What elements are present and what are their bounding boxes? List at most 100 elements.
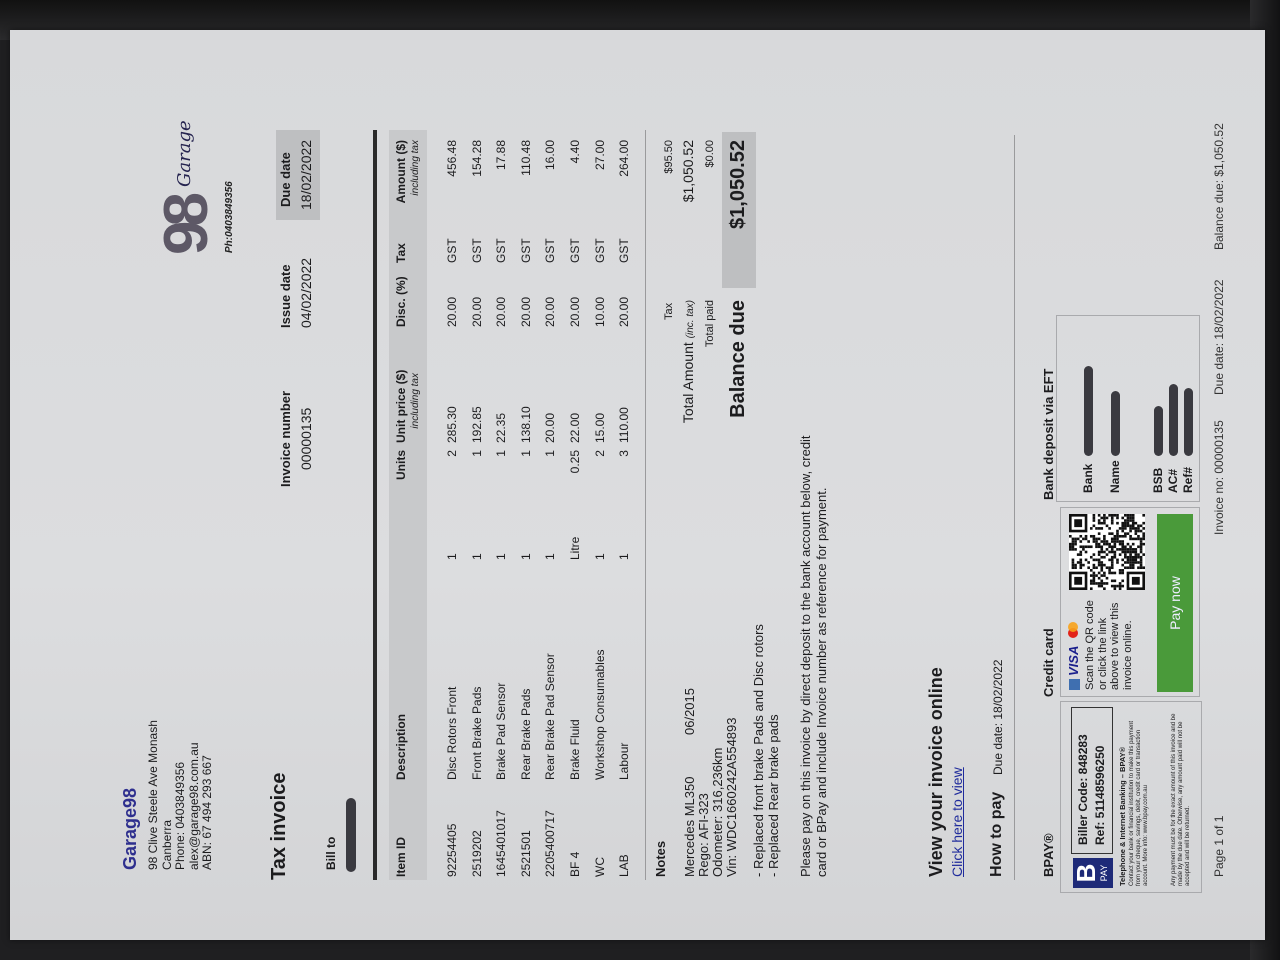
how-to-pay-heading: How to pay (988, 791, 1005, 877)
footer-due-date: Due date: 18/02/2022 (1212, 279, 1226, 395)
cell-disc: 10.00 (592, 296, 607, 327)
due-date-label: Due date (278, 152, 293, 207)
tax-label: Tax (663, 302, 675, 320)
cell-units: 1 (469, 450, 484, 457)
cell-description: Brake Fluid (568, 719, 582, 780)
cell-disc: 20.00 (617, 296, 632, 327)
column-header-amount: Amount ($) (394, 140, 408, 204)
bpay-ref: Ref: 51148596250 (1093, 745, 1107, 845)
cell-amount: 27.00 (592, 140, 607, 171)
payment-instructions: card or BPay and include Invoice number … (814, 487, 829, 878)
bpay-phone-text: Contact your bank or financial instituti… (1129, 720, 1149, 886)
cell-disc: 20.00 (445, 296, 459, 327)
cell-units: 1 (494, 450, 509, 457)
column-header-description: Description (394, 713, 408, 780)
cell-unit-price: 20.00 (543, 412, 558, 443)
business-address: 98 Clive Steele Ave Monash Canberra Phon… (146, 720, 215, 870)
cell-unit-price: 110.00 (617, 407, 632, 443)
cell-disc: 20.00 (543, 296, 558, 327)
cell-qty: 1 (494, 553, 509, 560)
cell-amount: 17.88 (494, 140, 509, 171)
redacted-name (1111, 391, 1120, 456)
vehicle-vin: Vin: WDC1660242A554893 (724, 717, 739, 878)
cell-item-id: 2205400717 (543, 810, 558, 877)
cell-tax: GST (568, 238, 582, 263)
credit-card-box: VISA Scan the QR code or click the link … (1060, 507, 1200, 697)
business-name: Garage98 (120, 787, 140, 870)
cell-tax: GST (592, 238, 607, 263)
total-amount: $1,050.52 (680, 140, 696, 203)
scan-qr-text: Scan the QR code or click the link above… (1084, 600, 1134, 690)
mastercard-icon-overlap (1068, 622, 1078, 632)
cell-unit-price: 138.10 (518, 406, 533, 443)
cell-unit-price: 285.30 (445, 406, 459, 443)
cell-tax: GST (494, 238, 509, 263)
bsb-field-label: BSB (1151, 467, 1165, 493)
cell-description: Disc Rotors Front (445, 686, 459, 780)
column-header-unit-price: Unit price ($) (394, 369, 408, 443)
cell-disc: 20.00 (568, 296, 582, 327)
cell-unit-price: 22.00 (568, 412, 582, 443)
address-line: 98 Clive Steele Ave Monash (146, 720, 160, 870)
business-email: alex@garage98.com.au (186, 742, 201, 870)
ref-field-label: Ref# (1181, 466, 1195, 493)
bank-details-box: Bank Name BSB AC# Ref# (1056, 315, 1200, 502)
cell-item-id: BF 4 (568, 851, 582, 877)
pay-now-button[interactable]: Pay now (1157, 514, 1193, 692)
table-bottom-rule (645, 130, 646, 880)
bill-to-label: Bill to (324, 836, 338, 870)
total-paid: $0.00 (704, 140, 716, 168)
bank-deposit-label: Bank deposit via EFT (1041, 368, 1056, 500)
bpay-note: Any payment must be for the exact amount… (1171, 713, 1191, 886)
invoice-page: Garage98 98 Clive Steele Ave Monash Canb… (10, 30, 1265, 940)
cell-qty: Litre (568, 536, 582, 560)
section-divider (1014, 135, 1015, 880)
garage-logo: 98 Garage Ph:0403849356 (152, 120, 235, 255)
cell-qty: 1 (617, 553, 632, 560)
ac-field-label: AC# (1166, 468, 1180, 493)
vehicle-rego: Rego: AFI-323 (696, 793, 711, 877)
cell-description: Rear Brake Pad Sensor (543, 653, 558, 780)
redacted-customer (346, 798, 356, 872)
cell-qty: 1 (543, 553, 558, 560)
visa-logo: VISA (1066, 645, 1081, 676)
bpay-logo: B PAY (1071, 858, 1113, 888)
cell-disc: 20.00 (494, 296, 509, 327)
cell-description: Labour (617, 742, 632, 780)
bank-field-label: Bank (1081, 463, 1095, 493)
cell-units: 0.25 (568, 450, 582, 474)
footer-invoice-no: Invoice no: 00000135 (1212, 420, 1226, 535)
invoice-number-label: Invoice number (278, 390, 293, 487)
bank-card-icon (1069, 679, 1080, 690)
work-note: - Replaced front brake Pads and Disc rot… (751, 624, 766, 877)
cell-description: Brake Pad Sensor (494, 682, 509, 780)
cell-item-id: WC (592, 857, 607, 877)
cell-tax: GST (543, 238, 558, 263)
qr-code[interactable] (1069, 514, 1145, 590)
cell-qty: 1 (445, 553, 459, 560)
vehicle-date: 06/2015 (682, 688, 697, 735)
column-header-item-id: Item ID (394, 836, 408, 877)
cell-unit-price: 192.85 (469, 406, 484, 443)
cell-amount: 110.48 (518, 140, 533, 176)
vehicle-odometer: Odometer: 316,236km (710, 747, 725, 877)
cell-disc: 20.00 (518, 296, 533, 327)
footer-page: Page 1 of 1 (1212, 815, 1226, 877)
table-top-rule (373, 130, 377, 880)
cell-amount: 456.48 (445, 140, 459, 177)
biller-code: Biller Code: 848283 (1076, 734, 1090, 845)
cell-item-id: 2521501 (518, 830, 533, 877)
cell-amount: 4.40 (568, 140, 582, 164)
cell-description: Front Brake Pads (469, 686, 484, 780)
bpay-phone-heading: Telephone & Internet Banking – BPAY® (1118, 746, 1127, 886)
redacted-account (1169, 384, 1178, 456)
business-phone: Phone: 0403849356 (173, 761, 187, 870)
cell-amount: 154.28 (469, 140, 484, 177)
cell-unit-price: 22.35 (494, 412, 509, 443)
column-header-tax: Tax (394, 243, 408, 263)
view-invoice-link[interactable]: Click here to view (949, 767, 965, 877)
credit-card-label: Credit card (1041, 628, 1056, 697)
view-online-heading: View your invoice online (926, 667, 946, 877)
cell-tax: GST (617, 238, 632, 263)
due-date: 18/02/2022 (298, 139, 314, 210)
